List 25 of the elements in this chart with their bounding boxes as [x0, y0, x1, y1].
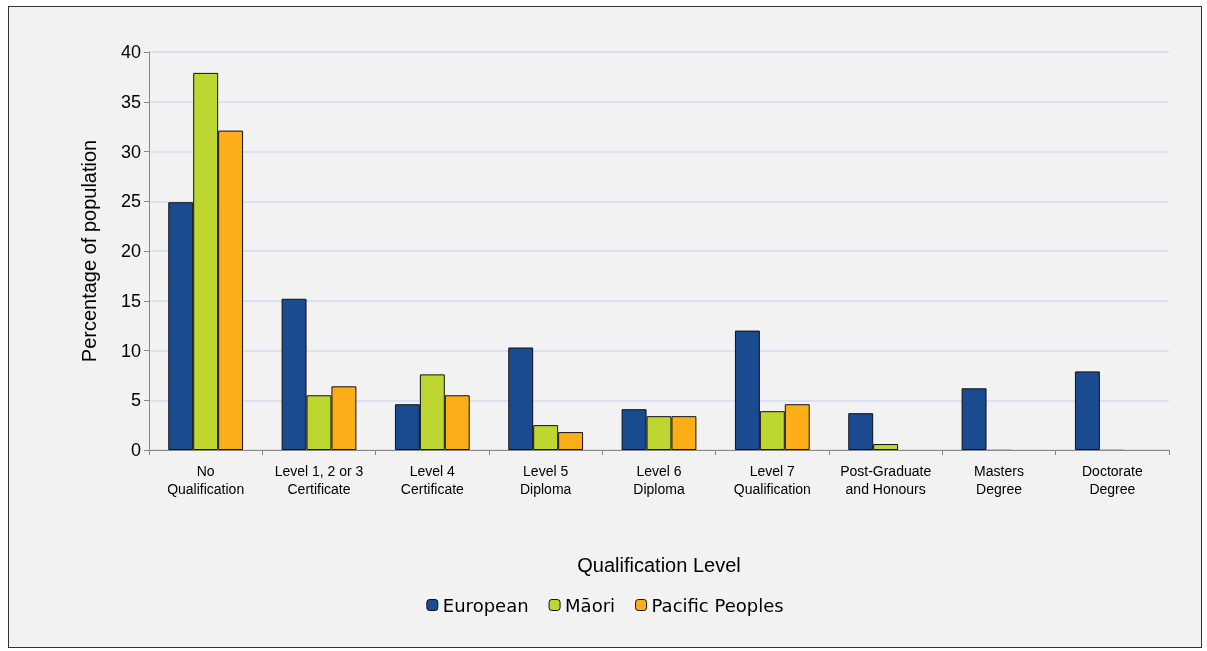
x-tick-label: Level 7 Qualification	[733, 463, 811, 497]
legend-label: Pacific Peoples	[651, 594, 784, 616]
x-axis-title: Qualification Level	[577, 554, 741, 576]
y-tick-label: 35	[120, 91, 141, 112]
x-tick-label: Doctorate Degree	[1081, 463, 1143, 497]
y-tick-label: 25	[120, 191, 141, 212]
x-tick-label: Level 4 Certificate	[400, 463, 465, 497]
x-tick-label: Post-Graduate and Honours	[840, 463, 932, 497]
x-tick-label: Masters Degree	[974, 463, 1024, 497]
bar	[1074, 371, 1100, 450]
y-tick-label: 10	[120, 340, 141, 361]
y-axis-title: Percentage of population	[78, 139, 100, 363]
x-tick-label: Level 6 Diploma	[633, 463, 685, 497]
bar	[961, 388, 987, 450]
y-tick-label: 20	[120, 241, 141, 261]
x-tick-label: No Qualification	[167, 463, 245, 497]
y-tick-label: 40	[120, 42, 141, 62]
y-tick-label: 5	[130, 390, 141, 411]
y-tick-label: 0	[130, 440, 141, 460]
legend-label: Māori	[565, 594, 616, 616]
x-tick-label: Level 5 Diploma	[519, 463, 572, 497]
x-tick-label: Level 1, 2 or 3 Certificate	[274, 463, 364, 497]
y-tick-label: 15	[120, 290, 141, 311]
legend-label: European	[442, 594, 529, 616]
y-tick-label: 30	[120, 141, 141, 162]
